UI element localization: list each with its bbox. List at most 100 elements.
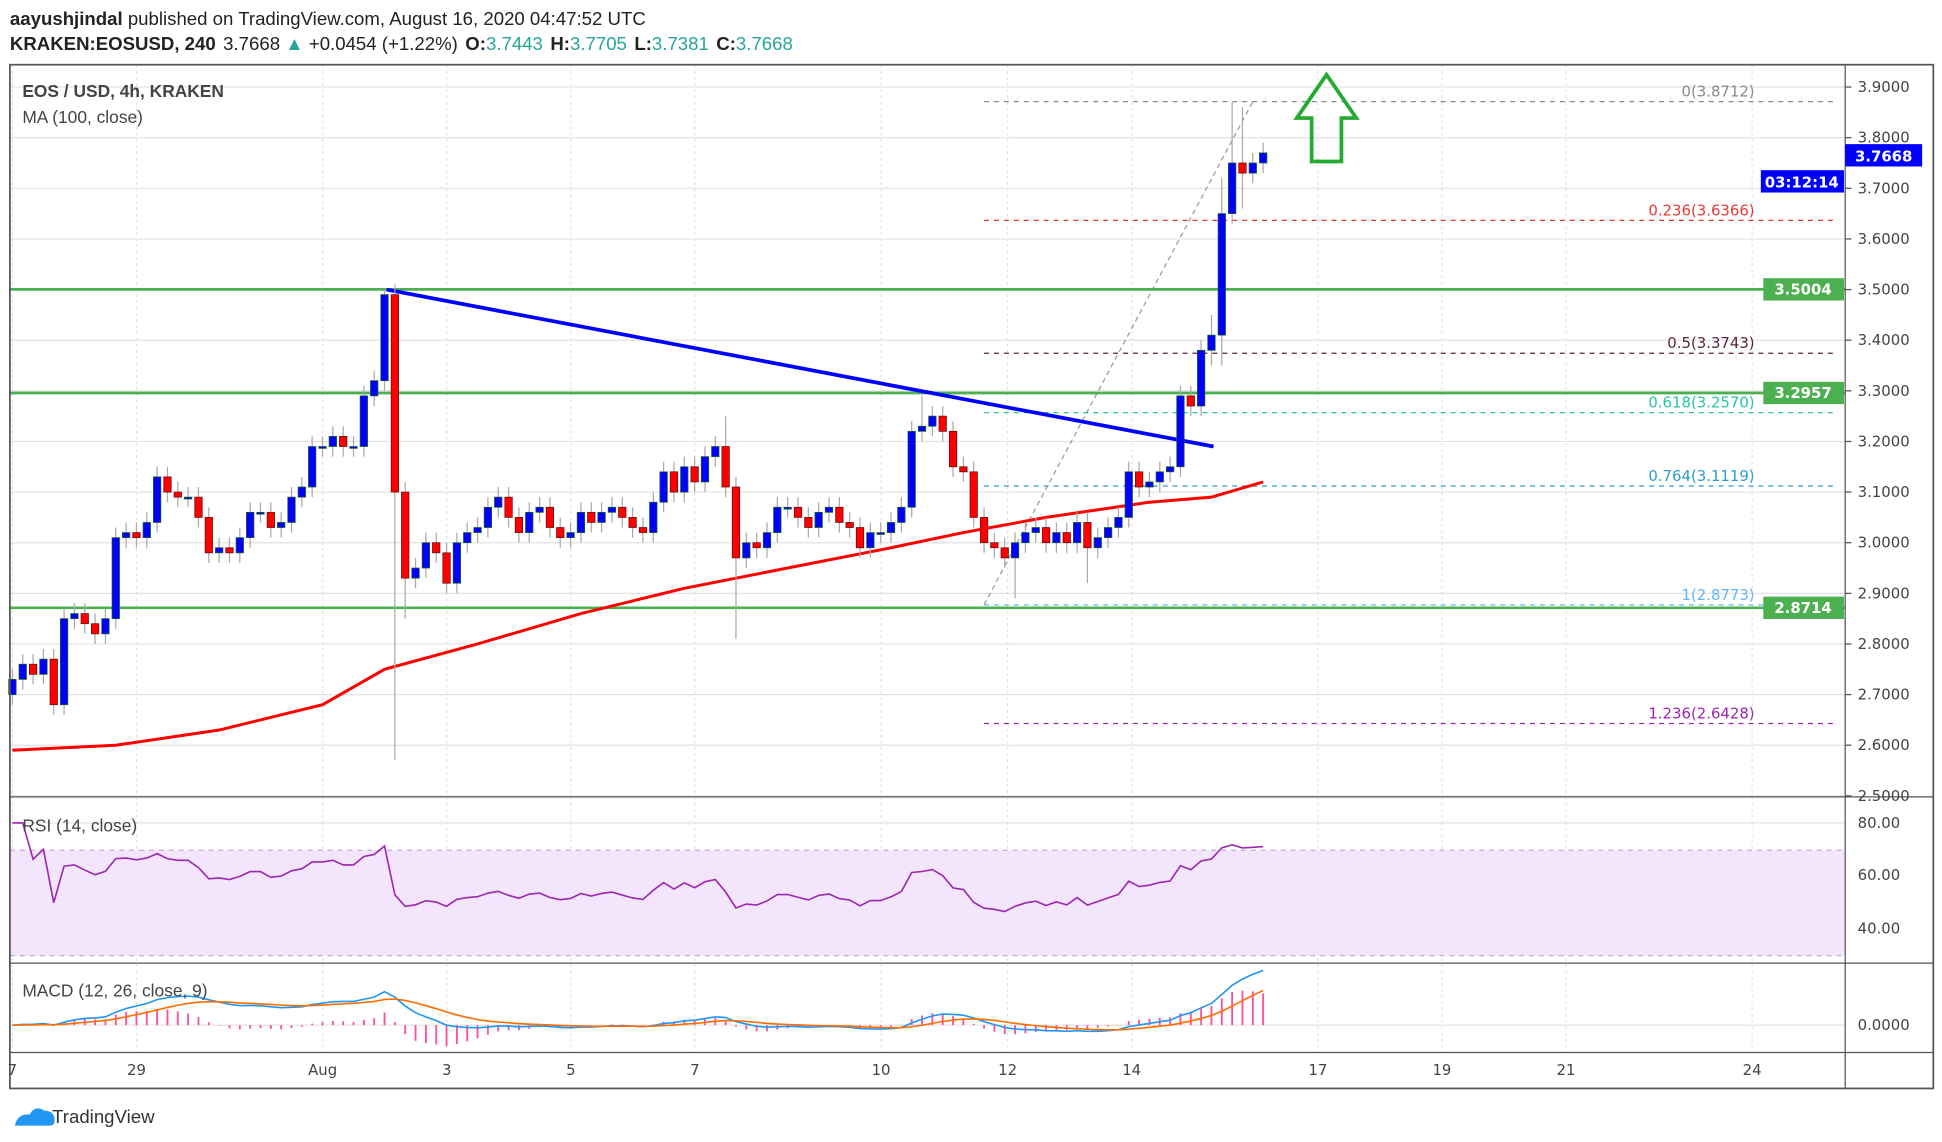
- candle-up: [607, 506, 617, 513]
- candle-up: [897, 506, 906, 523]
- price-change: +0.0454 (+1.22%): [309, 33, 458, 54]
- price-tick-label: 2.8000: [1858, 635, 1910, 653]
- candle-down: [442, 552, 451, 584]
- ohlc-bar: KRAKEN:EOSUSD, 240 3.7668 ▲ +0.0454 (+1.2…: [10, 33, 793, 54]
- candle-down: [752, 542, 761, 549]
- candle-up: [1217, 213, 1226, 336]
- price-tick-label: 3.8000: [1858, 129, 1910, 147]
- candle-up: [473, 527, 482, 533]
- candle-down: [979, 517, 989, 544]
- candle-up: [1228, 162, 1237, 214]
- candle-down: [401, 491, 410, 579]
- candle-up: [359, 395, 368, 447]
- fib-level-label: 0.5(3.3743): [1667, 334, 1754, 352]
- candle-down: [80, 613, 89, 625]
- candle-up: [1197, 349, 1206, 407]
- fib-level-label: 0(3.8712): [1681, 83, 1754, 101]
- last-price-tag-label: 3.7668: [1855, 148, 1912, 166]
- time-tick-label: 17: [1308, 1061, 1327, 1079]
- up-arrow-icon: [1293, 71, 1360, 164]
- rsi-legend[interactable]: RSI (14, close): [22, 816, 137, 836]
- series-legend[interactable]: EOS / USD, 4h, KRAKEN: [22, 81, 224, 101]
- high-label: H:: [550, 33, 570, 54]
- candle-up: [153, 476, 162, 523]
- candle-up: [1093, 537, 1102, 549]
- candle-up: [483, 506, 492, 528]
- candle-down: [225, 547, 234, 554]
- macd-signal-line: [12, 989, 1264, 1031]
- candle-up: [1103, 527, 1113, 539]
- support-price-tag: [1763, 381, 1844, 405]
- candle-down: [132, 532, 141, 539]
- candle-up: [1021, 532, 1030, 544]
- candle-down: [514, 517, 523, 533]
- candle-up: [762, 532, 772, 549]
- candle-down: [990, 542, 999, 549]
- candle-up: [1145, 481, 1154, 488]
- time-tick-label: 5: [566, 1061, 575, 1079]
- candle-up: [886, 522, 896, 533]
- candle-up: [535, 506, 544, 513]
- candle-up: [773, 506, 782, 533]
- rsi-band: [9, 850, 1846, 956]
- candle-up: [1259, 152, 1268, 164]
- author-name[interactable]: aayushjindal: [10, 8, 123, 29]
- candle-up: [452, 542, 461, 584]
- candle-up: [680, 466, 689, 493]
- candle-down: [49, 658, 58, 706]
- candle-up: [1031, 527, 1040, 533]
- bar-countdown: 03:12:14: [1765, 174, 1839, 192]
- price-tick-label: 2.5000: [1858, 787, 1910, 805]
- indicators: [12, 822, 1265, 1047]
- candle-down: [556, 527, 565, 539]
- rsi-tick-label: 40.00: [1858, 919, 1901, 937]
- candle-up: [1207, 334, 1216, 351]
- candle-up: [184, 496, 193, 500]
- fib-level-label: 0.236(3.6366): [1648, 201, 1754, 219]
- ma-legend[interactable]: MA (100, close): [22, 107, 143, 127]
- cloud-icon: [14, 1108, 55, 1126]
- chart-frame: [9, 63, 1935, 1090]
- open-value: 3.7443: [486, 33, 543, 54]
- candle-down: [793, 506, 803, 518]
- price-tick-label: 3.0000: [1858, 534, 1910, 552]
- candle-down: [204, 517, 213, 554]
- candle-up: [659, 471, 668, 503]
- tradingview-logo[interactable]: TradingView: [14, 1106, 155, 1127]
- time-tick-label: 7: [8, 1061, 17, 1079]
- candle-up: [814, 511, 823, 528]
- candle-down: [969, 471, 978, 518]
- candle-up: [1124, 471, 1133, 518]
- axes[interactable]: 3.9000 3.8000 3.7000 3.6000 3.5000 3.4000 3.30…: [8, 78, 1910, 1079]
- candle-up: [1176, 395, 1185, 468]
- support-price-label: 2.8714: [1774, 599, 1831, 617]
- publish-info: aayushjindal published on TradingView.co…: [10, 8, 646, 29]
- time-tick-label: Aug: [308, 1061, 337, 1079]
- candle-up: [328, 436, 337, 447]
- candle-up: [1114, 517, 1123, 528]
- candle-down: [390, 294, 399, 493]
- candle-down: [163, 476, 172, 493]
- candle-down: [1062, 532, 1071, 544]
- price-tick-label: 3.9000: [1858, 78, 1910, 96]
- low-value: 3.7381: [652, 33, 709, 54]
- candle-down: [690, 466, 699, 483]
- candle-down: [266, 511, 275, 528]
- candle-down: [339, 436, 348, 447]
- symbol-label: KRAKEN:EOSUSD, 240: [10, 33, 216, 54]
- descending-trendline: [386, 287, 1214, 449]
- candle-up: [876, 532, 885, 535]
- candle-up: [215, 547, 224, 554]
- candle-up: [235, 537, 244, 554]
- candle-up: [256, 511, 265, 515]
- candle-down: [432, 542, 441, 554]
- price-tick-label: 2.6000: [1858, 736, 1910, 754]
- candle-down: [194, 496, 203, 518]
- macd-legend[interactable]: MACD (12, 26, close, 9): [22, 981, 207, 1001]
- candle-up: [700, 456, 710, 483]
- candle-down: [91, 623, 100, 635]
- candles: [8, 102, 1268, 761]
- candle-down: [948, 430, 958, 468]
- fib-level-label: 0.764(3.1119): [1648, 467, 1754, 485]
